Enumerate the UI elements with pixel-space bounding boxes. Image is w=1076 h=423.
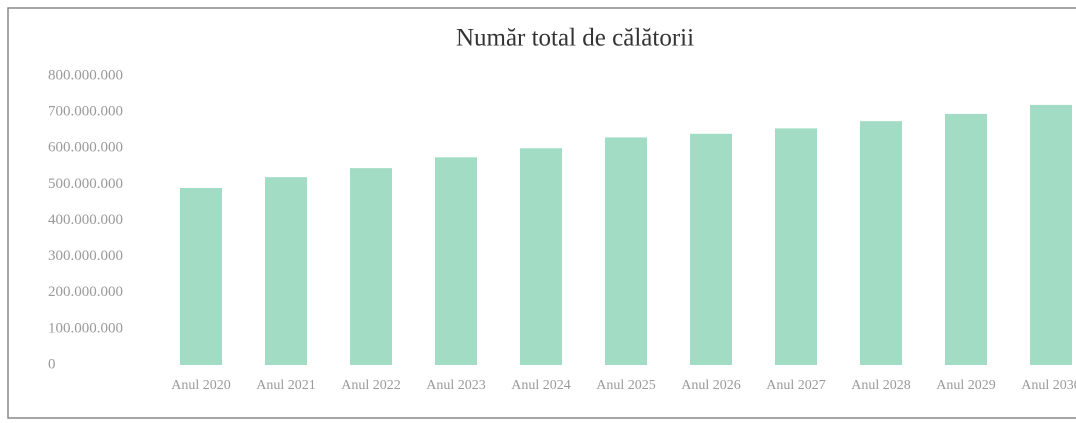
bar	[435, 157, 477, 365]
x-tick-label: Anul 2020	[171, 378, 231, 393]
y-tick-label: 200.000.000	[48, 284, 123, 300]
bar	[350, 168, 392, 365]
y-tick-label: 400.000.000	[48, 212, 123, 228]
x-tick-label: Anul 2024	[511, 378, 571, 393]
bar	[605, 137, 647, 365]
x-tick-label: Anul 2030	[1021, 378, 1076, 393]
bar	[945, 113, 987, 366]
x-tick-label: Anul 2028	[851, 378, 911, 393]
bar	[690, 133, 732, 365]
chart-title: Număr total de călătorii	[456, 25, 694, 52]
x-tick-label: Anul 2022	[341, 378, 401, 393]
y-tick-label: 600.000.000	[48, 140, 123, 156]
y-tick-label: 0	[48, 356, 56, 372]
x-tick-label: Anul 2027	[766, 378, 826, 393]
frame	[7, 7, 1076, 419]
x-tick-label: Anul 2025	[596, 378, 656, 393]
bar	[860, 121, 902, 365]
x-tick-label: Anul 2023	[426, 378, 486, 393]
x-tick-label: Anul 2026	[681, 378, 741, 393]
bar	[775, 128, 817, 365]
bar	[180, 187, 222, 365]
y-tick-label: 300.000.000	[48, 248, 123, 264]
y-tick-label: 500.000.000	[48, 176, 123, 192]
bar	[1030, 104, 1072, 366]
x-tick-label: Anul 2021	[256, 378, 316, 393]
y-tick-label: 100.000.000	[48, 320, 123, 336]
bar	[265, 177, 307, 365]
bar	[520, 148, 562, 365]
y-tick-label: 700.000.000	[48, 104, 123, 120]
x-tick-label: Anul 2029	[936, 378, 996, 393]
y-tick-label: 800.000.000	[48, 67, 123, 83]
